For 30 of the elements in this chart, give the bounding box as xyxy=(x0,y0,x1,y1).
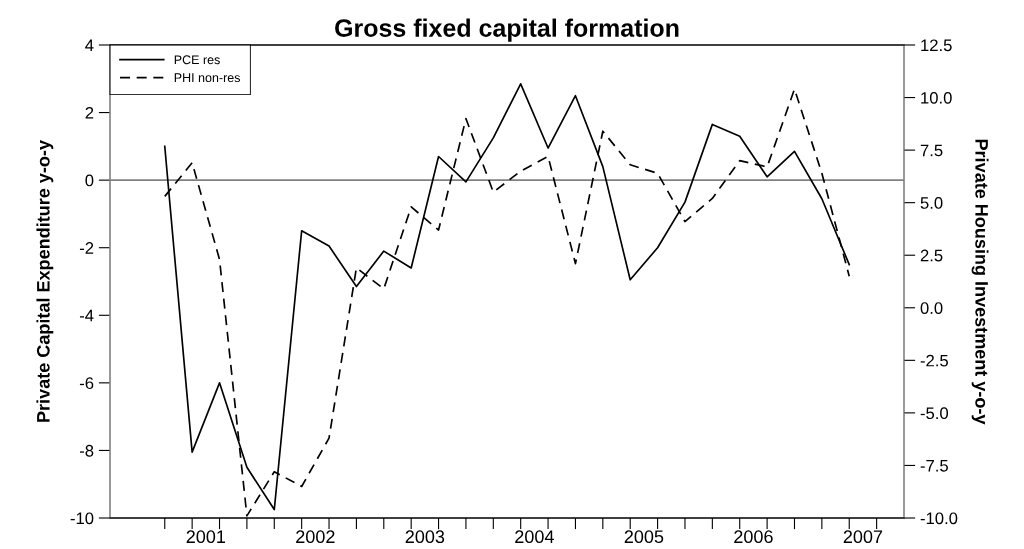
y2-tick-label: 2.5 xyxy=(920,249,943,262)
y-axis-title: Private Capital Expenditure y-o-y xyxy=(36,140,54,422)
y-tick-label: -6 xyxy=(79,377,94,390)
x-tick-label: 2007 xyxy=(843,530,883,544)
y2-tick-label: 0.0 xyxy=(920,302,943,314)
y2-tick-label: -2.5 xyxy=(920,354,948,367)
legend-label: PHI non-res xyxy=(174,73,240,83)
y2-tick-label: 7.5 xyxy=(920,144,943,157)
y2-tick-label: 10.0 xyxy=(921,91,952,104)
x-tick-label: 2003 xyxy=(405,530,445,544)
y2-tick-label: 12.5 xyxy=(921,39,952,52)
y-tick-label: 4 xyxy=(85,39,94,52)
chart-title: Gross fixed capital formation xyxy=(335,18,679,42)
y-tick-label: 0 xyxy=(85,174,94,187)
y2-tick-label: -5.0 xyxy=(920,407,949,420)
y-tick-label: -4 xyxy=(79,309,94,322)
x-tick-label: 2001 xyxy=(186,530,226,544)
x-tick-label: 2006 xyxy=(734,530,773,544)
y-tick-label: -10 xyxy=(70,512,94,525)
y2-tick-label: 5.0 xyxy=(920,197,943,209)
x-tick-label: 2004 xyxy=(515,530,554,544)
y2-tick-label: -7.5 xyxy=(920,460,948,472)
y-tick-label: -8 xyxy=(79,444,94,457)
y-tick-label: -2 xyxy=(79,242,94,254)
y2-axis-title: Private Housing Investment y-o-y xyxy=(971,139,989,425)
x-tick-label: 2002 xyxy=(296,530,335,544)
y2-tick-label: -10.0 xyxy=(920,512,958,525)
y-tick-label: 2 xyxy=(85,106,94,119)
legend-label: PCE res xyxy=(174,55,220,65)
x-tick-label: 2005 xyxy=(624,530,664,544)
